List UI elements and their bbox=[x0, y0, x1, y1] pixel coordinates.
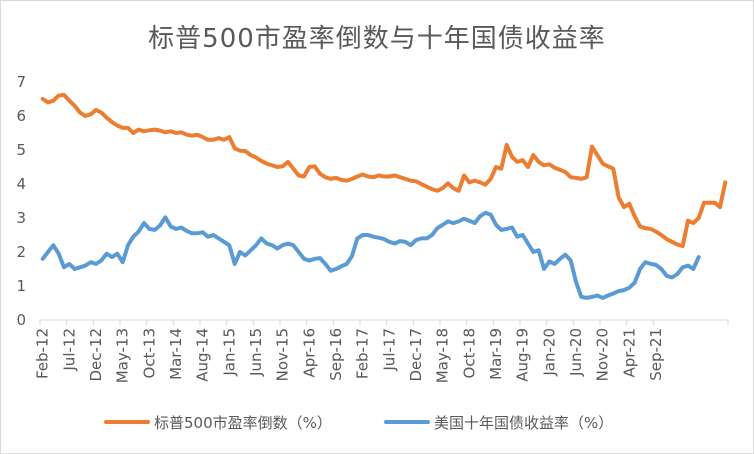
x-tick-label: Dec-12 bbox=[87, 328, 105, 382]
legend-swatch-blue bbox=[384, 420, 430, 424]
x-tick-label: Jan-20 bbox=[540, 328, 558, 377]
x-tick-label: May-13 bbox=[114, 328, 132, 383]
x-tick-label: Apr-21 bbox=[620, 328, 638, 378]
x-tick-label: Jul-12 bbox=[60, 328, 78, 372]
y-tick-label: 1 bbox=[16, 277, 26, 295]
x-tick-label: Jun-15 bbox=[247, 328, 265, 377]
legend-label-pe-inverse: 标普500市盈率倒数（%） bbox=[154, 413, 332, 432]
y-tick-label: 7 bbox=[16, 73, 26, 91]
x-tick-label: Mar-14 bbox=[167, 328, 185, 380]
legend-item-treasury: 美国十年国债收益率（%） bbox=[384, 410, 613, 434]
y-tick-label: 2 bbox=[16, 243, 26, 261]
x-tick-label: Nov-15 bbox=[274, 328, 292, 381]
x-tick-label: Mar-19 bbox=[487, 328, 505, 380]
x-tick-label: May-18 bbox=[434, 328, 452, 383]
y-tick-label: 5 bbox=[16, 141, 26, 159]
legend-swatch-orange bbox=[104, 420, 150, 424]
y-tick-label: 6 bbox=[16, 107, 26, 125]
legend-label-treasury: 美国十年国债收益率（%） bbox=[434, 413, 614, 432]
x-tick-label: Oct-18 bbox=[460, 328, 478, 378]
series-line-treasury-yield bbox=[40, 210, 701, 300]
x-tick-label: Dec-17 bbox=[407, 328, 425, 382]
x-tick-label: Oct-13 bbox=[140, 328, 158, 378]
y-tick-label: 0 bbox=[16, 311, 26, 329]
chart-legend: 标普500市盈率倒数（%） 美国十年国债收益率（%） bbox=[0, 410, 754, 434]
x-tick-label: Feb-17 bbox=[354, 328, 372, 379]
x-tick-label: Jul-17 bbox=[380, 328, 398, 372]
x-tick-label: Jun-20 bbox=[567, 328, 585, 377]
x-tick-label: Aug-19 bbox=[514, 328, 532, 382]
x-tick-label: Feb-12 bbox=[34, 328, 52, 379]
chart-title: 标普500市盈率倒数与十年国债收益率 bbox=[148, 24, 606, 54]
x-tick-label: Aug-14 bbox=[194, 328, 212, 382]
x-tick-label: Sep-21 bbox=[647, 328, 665, 381]
x-tick-label: Apr-16 bbox=[300, 328, 318, 378]
series-line-pe-inverse bbox=[40, 92, 728, 248]
legend-item-pe-inverse: 标普500市盈率倒数（%） bbox=[104, 410, 332, 434]
y-tick-label: 4 bbox=[16, 175, 26, 193]
x-tick-label: Jan-15 bbox=[220, 328, 238, 377]
y-tick-label: 3 bbox=[16, 209, 26, 227]
x-tick-label: Sep-16 bbox=[327, 328, 345, 381]
x-tick-label: Nov-20 bbox=[594, 328, 612, 381]
